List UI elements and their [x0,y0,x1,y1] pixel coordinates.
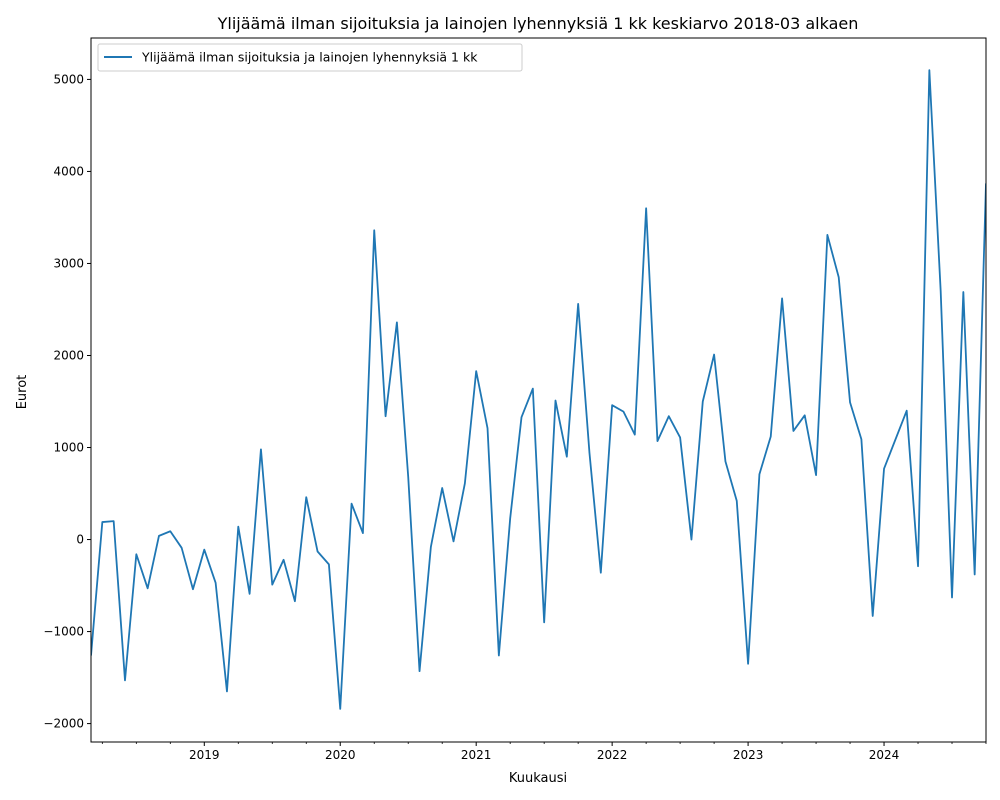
chart-title: Ylijäämä ilman sijoituksia ja lainojen l… [217,14,859,33]
legend-label: Ylijäämä ilman sijoituksia ja lainojen l… [141,50,478,65]
x-tick-label: 2024 [869,748,900,762]
x-tick-label: 2021 [461,748,492,762]
y-tick-label: −1000 [43,625,84,639]
y-axis: −2000 −1000 0 1000 2000 3000 4000 5000 [43,72,91,731]
y-tick-label: 4000 [53,164,84,178]
x-tick-label: 2022 [597,748,628,762]
y-tick-label: −2000 [43,717,84,731]
plot-frame [90,37,987,743]
legend: Ylijäämä ilman sijoituksia ja lainojen l… [97,43,523,72]
x-tick-label: 2020 [325,748,356,762]
series-layer [91,69,986,710]
y-tick-label: 0 [76,533,84,547]
y-tick-label: 1000 [53,441,84,455]
y-axis-label: Eurot [15,375,30,410]
legend-box [97,43,523,72]
series-line [91,69,986,710]
x-axis-label: Kuukausi [509,771,567,786]
plot-area [91,38,986,742]
y-tick-label: 3000 [53,256,84,270]
x-tick-label: 2023 [733,748,764,762]
x-axis: 2019 2020 2021 2022 2023 2024 [101,742,987,762]
x-tick-label: 2019 [189,748,220,762]
y-tick-label: 2000 [53,348,84,362]
y-tick-label: 5000 [53,72,84,86]
